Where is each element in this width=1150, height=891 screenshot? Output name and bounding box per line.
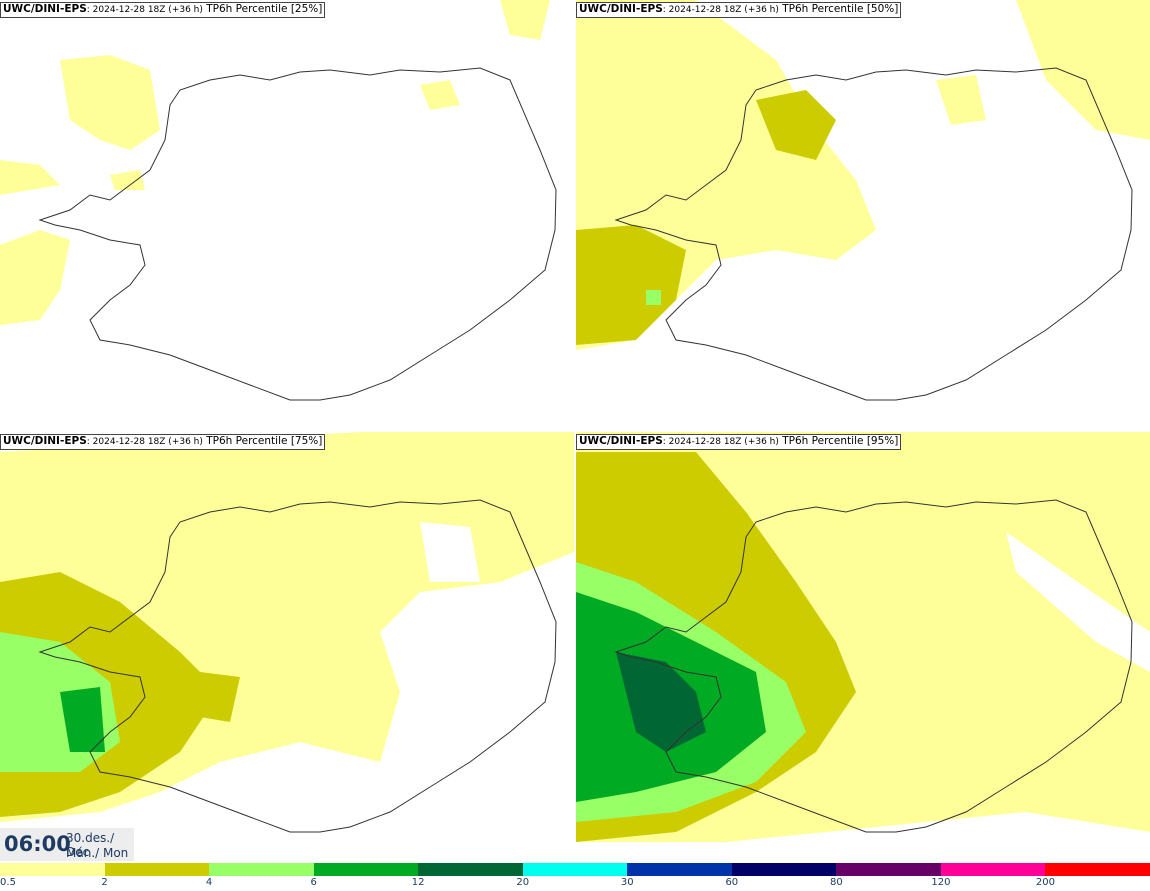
run-info: : 2024-12-28 18Z (+36 h) (662, 437, 779, 447)
run-info: : 2024-12-28 18Z (+36 h) (86, 437, 203, 447)
map-panel-95: UWC/DINI-EPS: 2024-12-28 18Z (+36 h) TP6… (576, 432, 1150, 862)
legend-swatch (0, 863, 105, 876)
legend-label: 80 (829, 877, 843, 888)
map-panel-50: UWC/DINI-EPS: 2024-12-28 18Z (+36 h) TP6… (576, 0, 1150, 430)
precip-map-25 (0, 0, 557, 401)
legend-label: 12 (411, 877, 425, 888)
legend-swatch (731, 863, 837, 876)
legend-swatch (1045, 863, 1150, 876)
legend-swatch (836, 863, 941, 876)
panel-title: UWC/DINI-EPS: 2024-12-28 18Z (+36 h) TP6… (576, 2, 902, 18)
legend-label: 200 (1035, 877, 1055, 888)
legend-label: 4 (205, 877, 213, 888)
product-name: TP6h Percentile (206, 435, 288, 447)
legend-label: 2 (101, 877, 108, 888)
valid-day: Mán./ Mon (66, 846, 129, 860)
precip-map-95 (576, 432, 1150, 842)
product-name: TP6h Percentile (206, 3, 288, 15)
legend-swatch (209, 863, 314, 876)
precip-map-50 (576, 0, 1150, 401)
model-name: UWC/DINI-EPS (579, 3, 663, 15)
precip-map-75 (0, 432, 574, 833)
panel-title: UWC/DINI-EPS: 2024-12-28 18Z (+36 h) TP6… (0, 434, 326, 450)
map-panel-75: UWC/DINI-EPS: 2024-12-28 18Z (+36 h) TP6… (0, 432, 574, 862)
product-name: TP6h Percentile (782, 3, 864, 15)
panel-title: UWC/DINI-EPS: 2024-12-28 18Z (+36 h) TP6… (576, 434, 902, 450)
color-legend: 0.5 2 4 6 12 20 30 60 80 120 200 (0, 862, 1150, 891)
product-name: TP6h Percentile (782, 435, 864, 447)
percentile-label: [25%] (290, 3, 323, 15)
legend-swatch (522, 863, 628, 876)
legend-label: 20 (516, 877, 530, 888)
legend-label: 60 (725, 877, 739, 888)
valid-time-box: 06:00 30.des./ Dec Mán./ Mon (0, 828, 134, 861)
legend-swatch (940, 863, 1046, 876)
percentile-label: [75%] (290, 435, 323, 447)
legend-label: 6 (310, 877, 317, 888)
map-panel-25: UWC/DINI-EPS: 2024-12-28 18Z (+36 h) TP6… (0, 0, 574, 430)
legend-label: 30 (620, 877, 634, 888)
panel-title: UWC/DINI-EPS: 2024-12-28 18Z (+36 h) TP6… (0, 2, 326, 18)
run-info: : 2024-12-28 18Z (+36 h) (662, 5, 779, 15)
legend-bar (0, 863, 1150, 876)
legend-swatch (627, 863, 732, 876)
model-name: UWC/DINI-EPS (3, 435, 87, 447)
valid-time: 06:00 (4, 832, 71, 856)
run-info: : 2024-12-28 18Z (+36 h) (86, 5, 203, 15)
legend-swatch (418, 863, 523, 876)
model-name: UWC/DINI-EPS (579, 435, 663, 447)
legend-label: 0.5 (0, 877, 16, 888)
percentile-label: [50%] (866, 3, 899, 15)
model-name: UWC/DINI-EPS (3, 3, 87, 15)
legend-label: 120 (931, 877, 951, 888)
valid-date: 30.des./ Dec (66, 831, 115, 859)
legend-swatch (104, 863, 210, 876)
legend-swatch (313, 863, 419, 876)
percentile-label: [95%] (866, 435, 899, 447)
